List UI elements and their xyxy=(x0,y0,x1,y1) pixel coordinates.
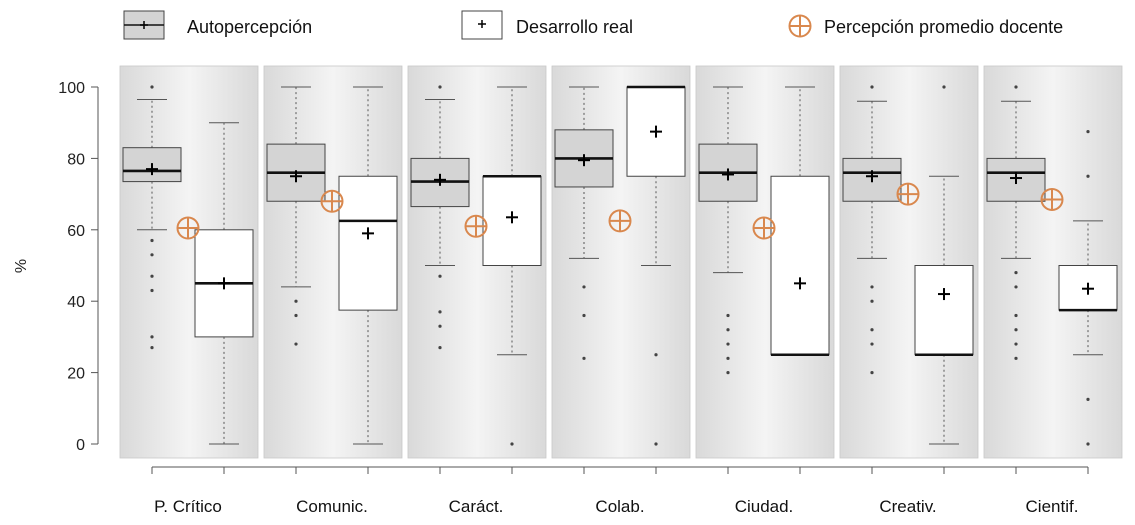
outlier-point xyxy=(1014,356,1018,360)
outlier-point xyxy=(438,324,442,328)
real-boxplot xyxy=(482,86,542,446)
real-boxplot xyxy=(626,85,686,446)
outlier-point xyxy=(726,371,730,375)
outlier-point xyxy=(870,371,874,375)
legend-item-docente: Percepción promedio docente xyxy=(788,14,1063,38)
outlier-point xyxy=(726,328,730,332)
outlier-point xyxy=(294,313,298,318)
outlier-point xyxy=(438,346,442,350)
category-panel xyxy=(839,65,979,459)
real-boxplot xyxy=(194,122,254,445)
auto-boxplot xyxy=(698,86,758,375)
outlier-point xyxy=(438,310,442,314)
outlier-point xyxy=(150,288,154,293)
outlier-point xyxy=(438,85,442,89)
real-boxplot xyxy=(914,85,974,445)
y-tick-label: 100 xyxy=(58,80,85,97)
real-boxplot xyxy=(770,86,830,357)
y-tick-label: 20 xyxy=(67,366,85,383)
y-axis-label: % xyxy=(13,259,30,273)
legend-label-auto: Autopercepción xyxy=(187,17,312,37)
outlier-point xyxy=(1014,271,1018,275)
docente-marker xyxy=(608,209,632,233)
x-category-label: Creativ. xyxy=(879,497,936,516)
auto-boxplot xyxy=(554,86,614,360)
auto-boxplot xyxy=(266,86,326,346)
outlier-point xyxy=(150,238,154,243)
auto-boxplot xyxy=(842,85,902,375)
iqr-box xyxy=(338,175,398,311)
docente-marker xyxy=(1040,187,1064,211)
outlier-point xyxy=(438,274,442,278)
outlier-point xyxy=(726,313,730,318)
outlier-point xyxy=(150,85,154,89)
iqr-box xyxy=(914,265,974,356)
x-category-label: Caráct. xyxy=(449,497,504,516)
outlier-point xyxy=(582,285,586,289)
outlier-point xyxy=(1086,397,1090,401)
x-category-label: Comunic. xyxy=(296,497,368,516)
y-tick-label: 60 xyxy=(67,223,85,240)
legend-label-real: Desarrollo real xyxy=(516,17,633,37)
legend-label-docente: Percepción promedio docente xyxy=(824,17,1063,37)
outlier-point xyxy=(582,356,586,360)
outlier-point xyxy=(870,342,874,346)
docente-marker xyxy=(176,216,200,240)
outlier-point xyxy=(654,442,658,446)
outlier-point xyxy=(726,356,730,360)
legend-item-auto: Autopercepción xyxy=(123,10,312,40)
category-panel xyxy=(983,65,1123,459)
outlier-point xyxy=(1014,328,1018,332)
outlier-point xyxy=(942,85,946,89)
y-tick-label: 80 xyxy=(67,151,85,168)
outlier-point xyxy=(294,299,298,303)
outlier-point xyxy=(1086,174,1090,178)
outlier-point xyxy=(1014,285,1018,289)
outlier-point xyxy=(150,346,154,350)
x-category-label: Ciudad. xyxy=(735,497,794,516)
y-tick-label: 0 xyxy=(76,437,85,454)
outlier-point xyxy=(870,85,874,89)
outlier-point xyxy=(870,328,874,332)
legend-item-real: Desarrollo real xyxy=(461,10,633,40)
outlier-point xyxy=(654,353,658,357)
outlier-point xyxy=(294,342,298,346)
outlier-point xyxy=(1014,342,1018,346)
real-boxplot xyxy=(1058,130,1118,446)
outlier-point xyxy=(150,253,154,257)
auto-boxplot xyxy=(986,85,1046,360)
outlier-point xyxy=(150,274,154,278)
outlier-point xyxy=(582,313,586,318)
auto-boxplot xyxy=(410,85,470,350)
auto-boxplot xyxy=(122,85,182,350)
outlier-point xyxy=(1014,313,1018,318)
docente-marker xyxy=(464,214,488,238)
x-category-label: Colab. xyxy=(595,497,644,516)
iqr-box xyxy=(770,175,830,356)
outlier-point xyxy=(150,335,154,339)
docente-marker xyxy=(320,189,344,213)
outlier-point xyxy=(510,442,514,446)
outlier-point xyxy=(1086,442,1090,446)
outlier-point xyxy=(870,285,874,289)
outlier-point xyxy=(1014,85,1018,89)
real-boxplot xyxy=(338,86,398,445)
outlier-point xyxy=(1086,130,1090,134)
x-category-label: P. Crítico xyxy=(154,497,222,516)
outlier-point xyxy=(870,299,874,303)
docente-marker xyxy=(752,216,776,240)
x-category-label: Cientif. xyxy=(1026,497,1079,516)
outlier-point xyxy=(726,342,730,346)
y-tick-label: 40 xyxy=(67,294,85,311)
docente-marker xyxy=(896,182,920,206)
